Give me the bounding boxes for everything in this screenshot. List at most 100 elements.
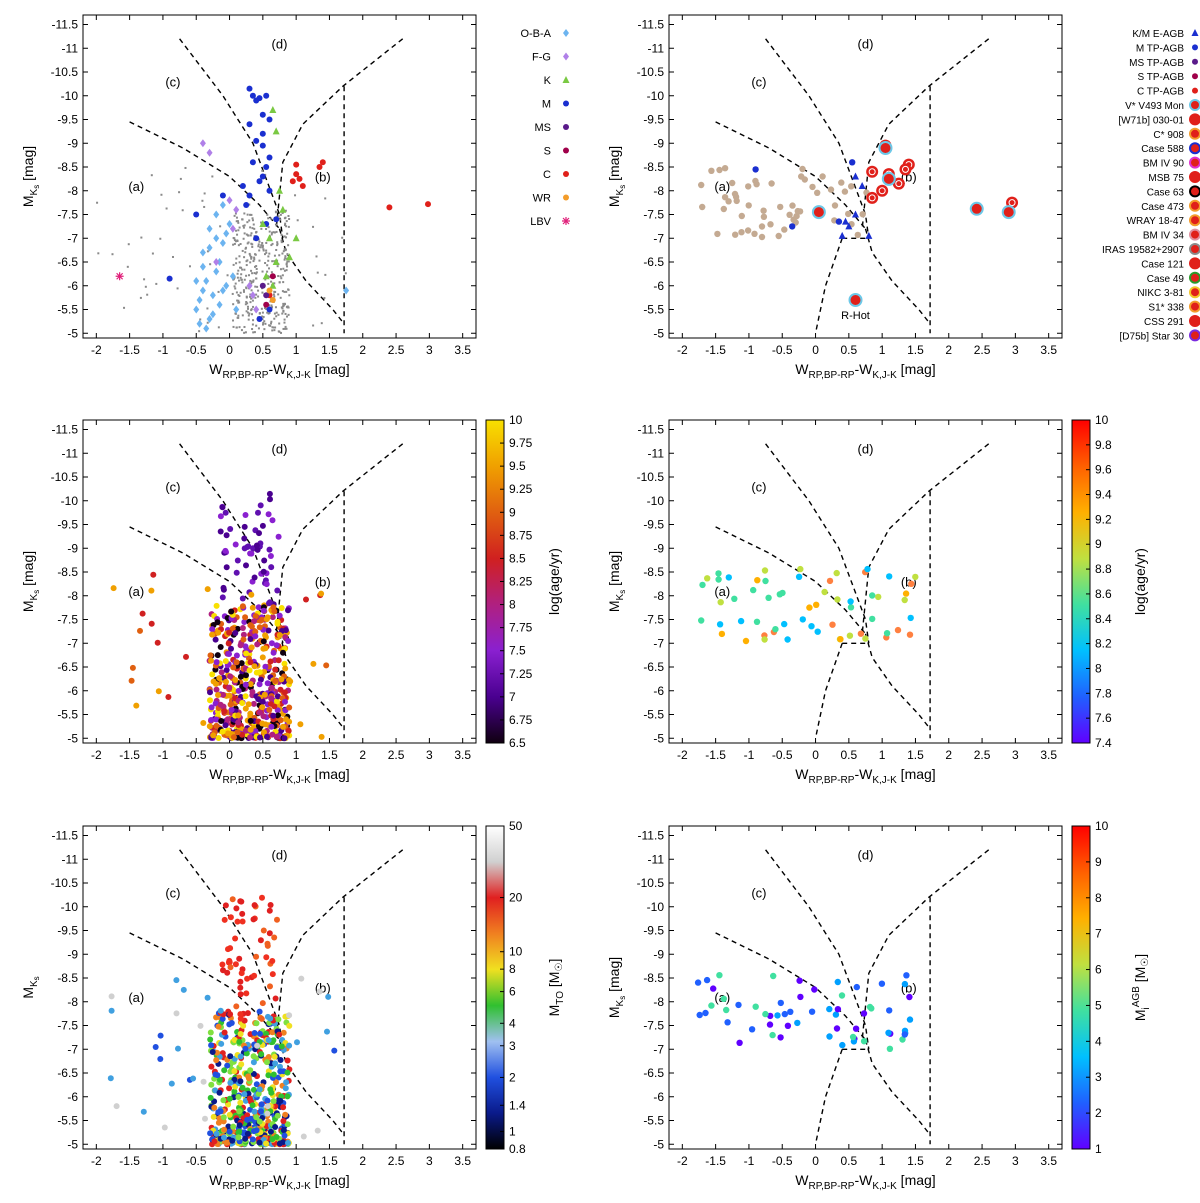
data-point xyxy=(303,596,309,603)
x-tick-label: 2 xyxy=(945,1154,952,1168)
background-point xyxy=(241,314,244,317)
data-point xyxy=(221,708,228,715)
data-point xyxy=(226,1128,233,1135)
data-point xyxy=(267,1086,274,1093)
background-point xyxy=(178,191,181,194)
background-point xyxy=(272,293,275,296)
data-point xyxy=(244,1010,251,1017)
data-point xyxy=(263,1030,270,1037)
data-point xyxy=(241,1091,248,1098)
data-point xyxy=(222,547,229,554)
data-point xyxy=(752,1003,759,1010)
background-point xyxy=(255,230,258,233)
legend-label: O-B-A xyxy=(520,28,551,40)
boundary-d-b xyxy=(275,38,404,229)
data-point xyxy=(894,626,902,634)
data-point xyxy=(271,934,278,941)
data-point xyxy=(274,916,280,923)
boundary-box xyxy=(814,643,843,739)
data-point xyxy=(217,1007,224,1014)
background-point xyxy=(284,255,287,258)
background-point xyxy=(265,307,268,310)
x-tick-label: 3 xyxy=(1012,748,1019,762)
data-point xyxy=(250,1059,257,1066)
data-point xyxy=(257,502,264,509)
y-tick-label: -10 xyxy=(647,89,665,103)
data-point xyxy=(247,726,254,733)
background-point xyxy=(296,219,299,222)
data-point-ringed xyxy=(881,171,896,186)
data-point xyxy=(252,628,259,635)
y-tick-label: -10 xyxy=(647,900,665,914)
y-tick-label: -10 xyxy=(61,89,79,103)
data-point xyxy=(207,1029,214,1036)
data-point xyxy=(248,644,255,651)
x-tick-label: -1.5 xyxy=(119,343,140,357)
data-point xyxy=(218,669,225,676)
panel-middle-left: -2 -1.5 -1 -0.5 0 0.5 1 1.5 2 2.5 3 3.5 -11.5 -11 -10.… xyxy=(20,413,562,786)
y-tick-label: -9 xyxy=(67,541,78,555)
background-point xyxy=(245,287,248,290)
data-point xyxy=(281,689,288,696)
data-point xyxy=(272,1124,279,1130)
background-point xyxy=(260,221,263,224)
background-point xyxy=(249,279,252,282)
x-tick-label: -2 xyxy=(91,748,102,762)
background-point xyxy=(286,305,289,308)
data-point xyxy=(875,593,882,601)
data-point-o-b-a xyxy=(196,319,203,328)
data-point xyxy=(255,604,262,611)
data-point xyxy=(227,673,234,680)
y-tick-label: -7 xyxy=(67,636,78,650)
data-point xyxy=(215,735,222,741)
background-point xyxy=(231,292,234,295)
data-point xyxy=(204,586,211,593)
y-tick-label: -7.5 xyxy=(643,613,664,627)
data-point xyxy=(255,696,262,703)
data-point-m xyxy=(219,192,226,199)
data-point xyxy=(243,650,250,657)
y-tick-label: -9.5 xyxy=(643,113,664,127)
background-point xyxy=(250,280,253,283)
data-point xyxy=(754,577,761,584)
data-point xyxy=(216,1076,223,1083)
legend-label: NIKC 3-81 xyxy=(1137,288,1184,299)
data-point xyxy=(808,1008,816,1015)
background-point xyxy=(282,250,285,253)
x-axis-label: WRP,BP-RP-WK,J-K [mag] xyxy=(209,361,349,381)
data-point xyxy=(227,701,234,708)
data-point xyxy=(233,569,240,576)
data-point xyxy=(152,1044,159,1050)
background-point xyxy=(262,248,265,251)
background-point xyxy=(273,231,276,234)
data-point xyxy=(232,1083,239,1090)
data-point xyxy=(227,1053,234,1060)
data-point xyxy=(264,1103,271,1110)
data-point xyxy=(703,976,711,984)
background-point xyxy=(316,271,319,274)
data-point xyxy=(253,1114,260,1121)
data-point-o-b-a xyxy=(206,315,213,323)
data-point xyxy=(223,667,230,673)
background-point xyxy=(206,250,209,253)
x-tick-label: 1 xyxy=(293,1154,300,1168)
plot-frame xyxy=(82,825,477,1150)
data-point-m xyxy=(249,159,256,166)
background-point xyxy=(273,312,276,315)
data-point-f-g xyxy=(246,281,253,290)
background-point xyxy=(278,281,281,284)
background-point xyxy=(237,301,240,304)
data-point-o-b-a xyxy=(343,286,350,295)
x-tick-label: -1 xyxy=(744,1154,755,1168)
data-point xyxy=(247,717,254,724)
data-point-m xyxy=(256,316,263,322)
data-point xyxy=(253,542,260,549)
data-point xyxy=(221,1067,228,1074)
region-label-c: (c) xyxy=(751,74,766,89)
background-point xyxy=(232,263,235,266)
x-tick-label: 3.5 xyxy=(1040,343,1057,357)
data-point xyxy=(269,731,276,738)
data-point-m xyxy=(246,192,253,199)
data-point xyxy=(155,688,162,695)
data-point-m xyxy=(266,116,273,123)
